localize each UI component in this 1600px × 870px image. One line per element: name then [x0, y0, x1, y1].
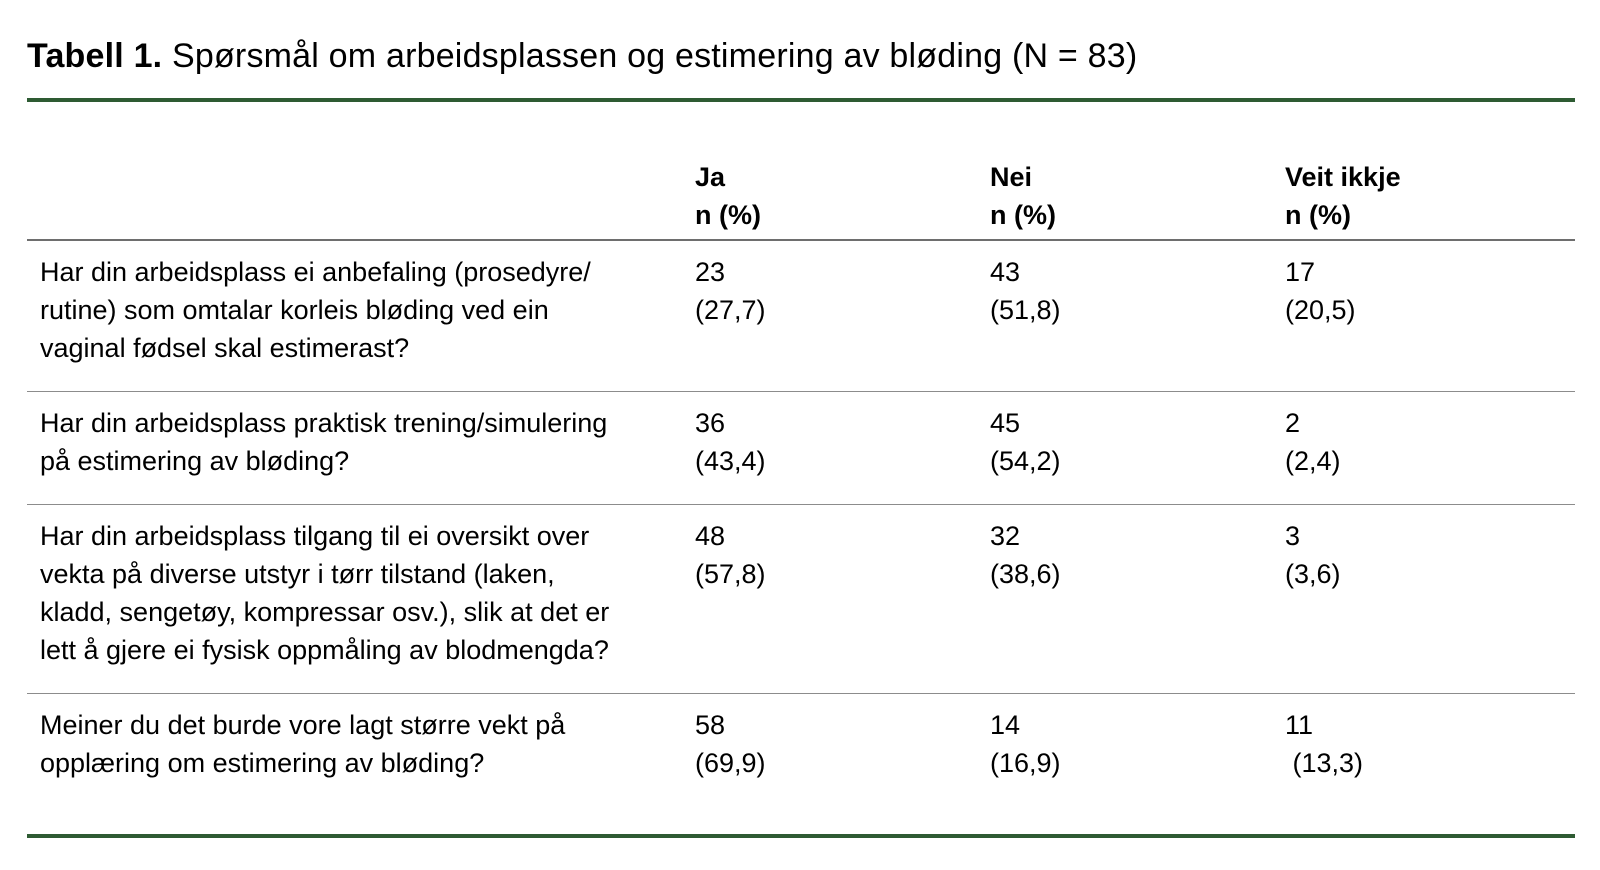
column-header-question [27, 102, 695, 241]
value-cell-ja: 23 (27,7) [695, 240, 990, 392]
value-cell-veit-ikkje: 17 (20,5) [1285, 240, 1575, 392]
value-cell-ja: 36 (43,4) [695, 391, 990, 505]
question-cell: Meiner du det burde vore lagt større vek… [40, 710, 566, 778]
question-cell: Har din arbeidsplass tilgang til ei over… [27, 504, 695, 694]
value-cell-nei: 32 (38,6) [990, 504, 1285, 694]
value-pct: (13,3) [1285, 748, 1364, 778]
column-header-nei: Nei n (%) [990, 102, 1285, 241]
value-pct: (3,6) [1285, 559, 1341, 589]
value-pct: (51,8) [990, 295, 1061, 325]
value-n: 45 [990, 408, 1021, 438]
value-cell-ja: 48 (57,8) [695, 504, 990, 694]
value-n: 32 [990, 521, 1021, 551]
value-pct: (16,9) [990, 748, 1061, 778]
value-cell-ja: 58 (69,9) [695, 694, 990, 835]
table-title: Tabell 1. Spørsmål om arbeidsplassen og … [27, 34, 1575, 78]
value-n: 11 [1285, 710, 1314, 740]
value-n: 58 [695, 710, 726, 740]
paper-table-page: Tabell 1. Spørsmål om arbeidsplassen og … [27, 34, 1575, 838]
column-header-ja-name: Ja [695, 162, 726, 192]
table-header: Ja n (%) Nei n (%) Veit ikkje n (%) [27, 102, 1575, 241]
value-cell-nei: 43 (51,8) [990, 240, 1285, 392]
header-row: Ja n (%) Nei n (%) Veit ikkje n (%) [27, 102, 1575, 241]
question-cell: Har din arbeidsplass ei anbefaling (pros… [27, 240, 695, 392]
table-row: Meiner du det burde vore lagt større vek… [27, 694, 1575, 835]
value-pct: (20,5) [1285, 295, 1356, 325]
value-n: 36 [695, 408, 726, 438]
table-title-text: Spørsmål om arbeidsplassen og estimering… [162, 37, 1138, 75]
value-cell-veit-ikkje: 11 (13,3) [1285, 694, 1575, 835]
table-title-label: Tabell 1. [27, 37, 163, 75]
value-pct: (2,4) [1285, 446, 1341, 476]
column-header-veit-ikkje-name: Veit ikkje [1285, 162, 1401, 192]
value-pct: (69,9) [695, 748, 766, 778]
value-n: 48 [695, 521, 726, 551]
value-n: 43 [990, 257, 1021, 287]
value-n: 3 [1285, 521, 1301, 551]
value-pct: (43,4) [695, 446, 766, 476]
value-pct: (57,8) [695, 559, 766, 589]
table-row: Har din arbeidsplass tilgang til ei over… [27, 504, 1575, 694]
bottom-rule [27, 834, 1575, 838]
value-cell-veit-ikkje: 3 (3,6) [1285, 504, 1575, 694]
value-pct: (54,2) [990, 446, 1061, 476]
value-n: 2 [1285, 408, 1301, 438]
value-n: 14 [990, 710, 1021, 740]
value-n: 17 [1285, 257, 1316, 287]
column-header-nei-sub: n (%) [990, 200, 1056, 230]
column-header-ja: Ja n (%) [695, 102, 990, 241]
column-header-veit-ikkje: Veit ikkje n (%) [1285, 102, 1575, 241]
table-row: Har din arbeidsplass ei anbefaling (pros… [27, 240, 1575, 392]
value-n: 23 [695, 257, 726, 287]
results-table: Ja n (%) Nei n (%) Veit ikkje n (%) Har … [27, 102, 1575, 834]
top-rule [27, 98, 1575, 102]
value-cell-nei: 14 (16,9) [990, 694, 1285, 835]
question-cell: Har din arbeidsplass praktisk trening/si… [27, 391, 695, 505]
value-cell-veit-ikkje: 2 (2,4) [1285, 391, 1575, 505]
column-header-ja-sub: n (%) [695, 200, 761, 230]
column-header-veit-ikkje-sub: n (%) [1285, 200, 1351, 230]
value-pct: (38,6) [990, 559, 1061, 589]
value-pct: (27,7) [695, 295, 766, 325]
table-body: Har din arbeidsplass ei anbefaling (pros… [27, 240, 1575, 834]
table-row: Har din arbeidsplass praktisk trening/si… [27, 391, 1575, 505]
value-cell-nei: 45 (54,2) [990, 391, 1285, 505]
column-header-nei-name: Nei [990, 162, 1033, 192]
